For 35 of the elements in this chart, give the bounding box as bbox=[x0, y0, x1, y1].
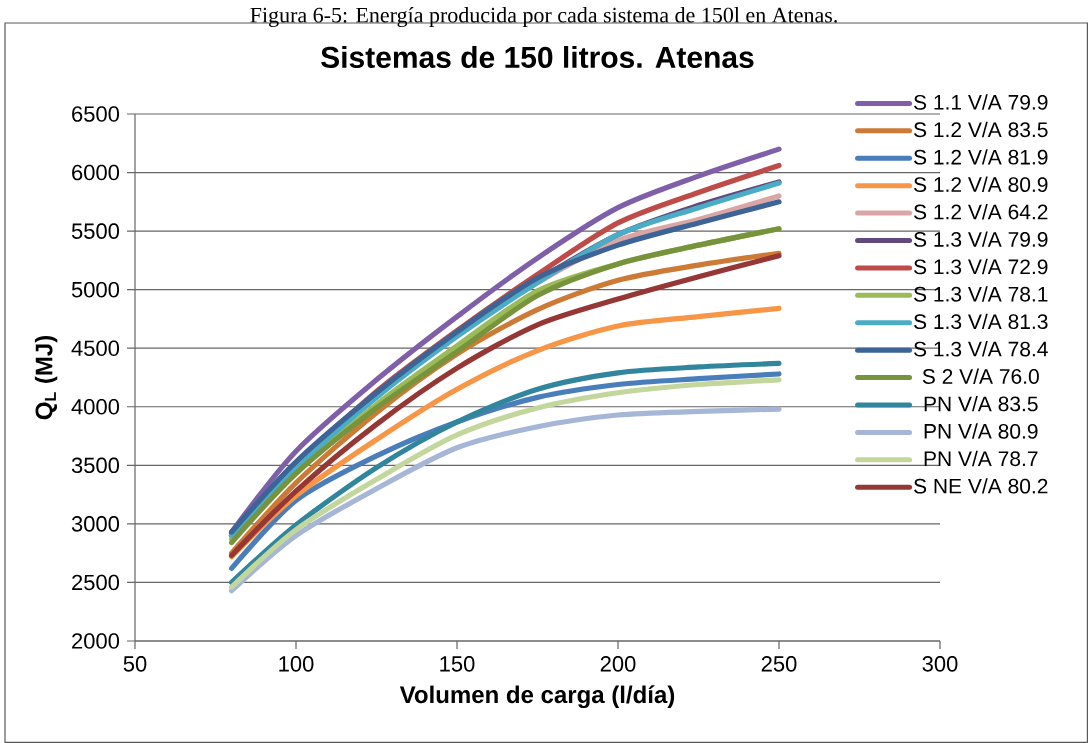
legend-label: S 1.2 V/A 64.2 bbox=[914, 204, 1048, 220]
legend-label: PN V/A 83.5 bbox=[924, 395, 1038, 412]
legend-label: S 1.3 V/A 72.9 bbox=[914, 258, 1048, 275]
legend-label: S 2 V/A 76.0 bbox=[922, 368, 1039, 384]
y-tick-label: 3500 bbox=[71, 457, 120, 474]
legend-label: S 1.2 V/A 81.9 bbox=[914, 149, 1048, 165]
y-tick-label: 4500 bbox=[71, 340, 120, 357]
x-axis-title: Volumen de carga (l/día) bbox=[399, 685, 675, 709]
legend-label: S NE V/A 80.2 bbox=[914, 478, 1048, 494]
legend-label: S 1.2 V/A 83.5 bbox=[914, 121, 1048, 138]
x-tick-label: 300 bbox=[922, 656, 958, 672]
y-tick-label: 6000 bbox=[72, 164, 120, 181]
x-tick-label: 100 bbox=[279, 656, 314, 672]
y-axis-title: Q$_{L}$ (MJ) bbox=[34, 335, 58, 420]
legend-label: S 1.3 V/A 79.9 bbox=[914, 231, 1048, 247]
y-tick-label: 2000 bbox=[72, 633, 120, 649]
legend-label: S 1.3 V/A 78.4 bbox=[914, 341, 1048, 357]
y-tick-label: 5500 bbox=[71, 223, 120, 239]
y-tick-label: 5000 bbox=[71, 281, 120, 298]
y-tick-label: 4000 bbox=[71, 399, 120, 415]
x-tick-label: 150 bbox=[440, 656, 475, 672]
x-tick-label: 250 bbox=[761, 656, 797, 672]
legend-label: S 1.2 V/A 80.9 bbox=[914, 176, 1048, 193]
legend-label: S 1.3 V/A 81.3 bbox=[914, 313, 1048, 330]
x-tick-label: 50 bbox=[123, 656, 147, 672]
x-tick-label: 200 bbox=[600, 656, 636, 672]
y-tick-label: 6500 bbox=[72, 106, 120, 122]
y-tick-label: 3000 bbox=[71, 516, 120, 532]
legend-label: S 1.3 V/A 78.1 bbox=[914, 286, 1048, 302]
y-tick-label: 2500 bbox=[72, 574, 120, 591]
legend-label: S 1.1 V/A 79.9 bbox=[914, 94, 1048, 110]
text: Figura 6-5: Energía producida por cada sistema de 150l en Atenas. bbox=[250, 7, 837, 28]
legend-label: PN V/A 78.7 bbox=[924, 450, 1038, 467]
legend-label: PN V/A 80.9 bbox=[924, 423, 1038, 439]
chart-title: Sistemas de 150 litros. Atenas bbox=[321, 45, 754, 68]
